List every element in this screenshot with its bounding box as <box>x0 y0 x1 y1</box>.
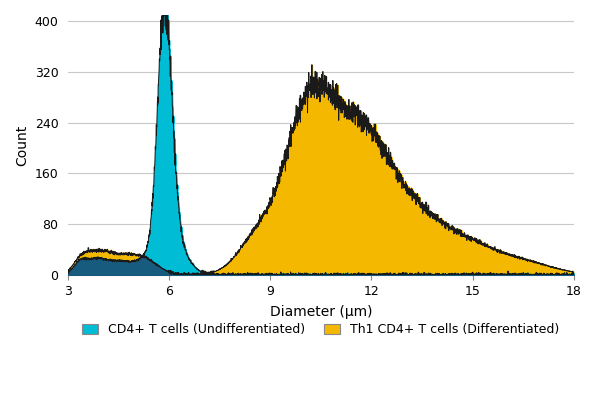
Legend: CD4+ T cells (Undifferentiated), Th1 CD4+ T cells (Differentiated): CD4+ T cells (Undifferentiated), Th1 CD4… <box>77 318 565 341</box>
X-axis label: Diameter (μm): Diameter (μm) <box>269 304 372 318</box>
Y-axis label: Count: Count <box>15 124 29 166</box>
